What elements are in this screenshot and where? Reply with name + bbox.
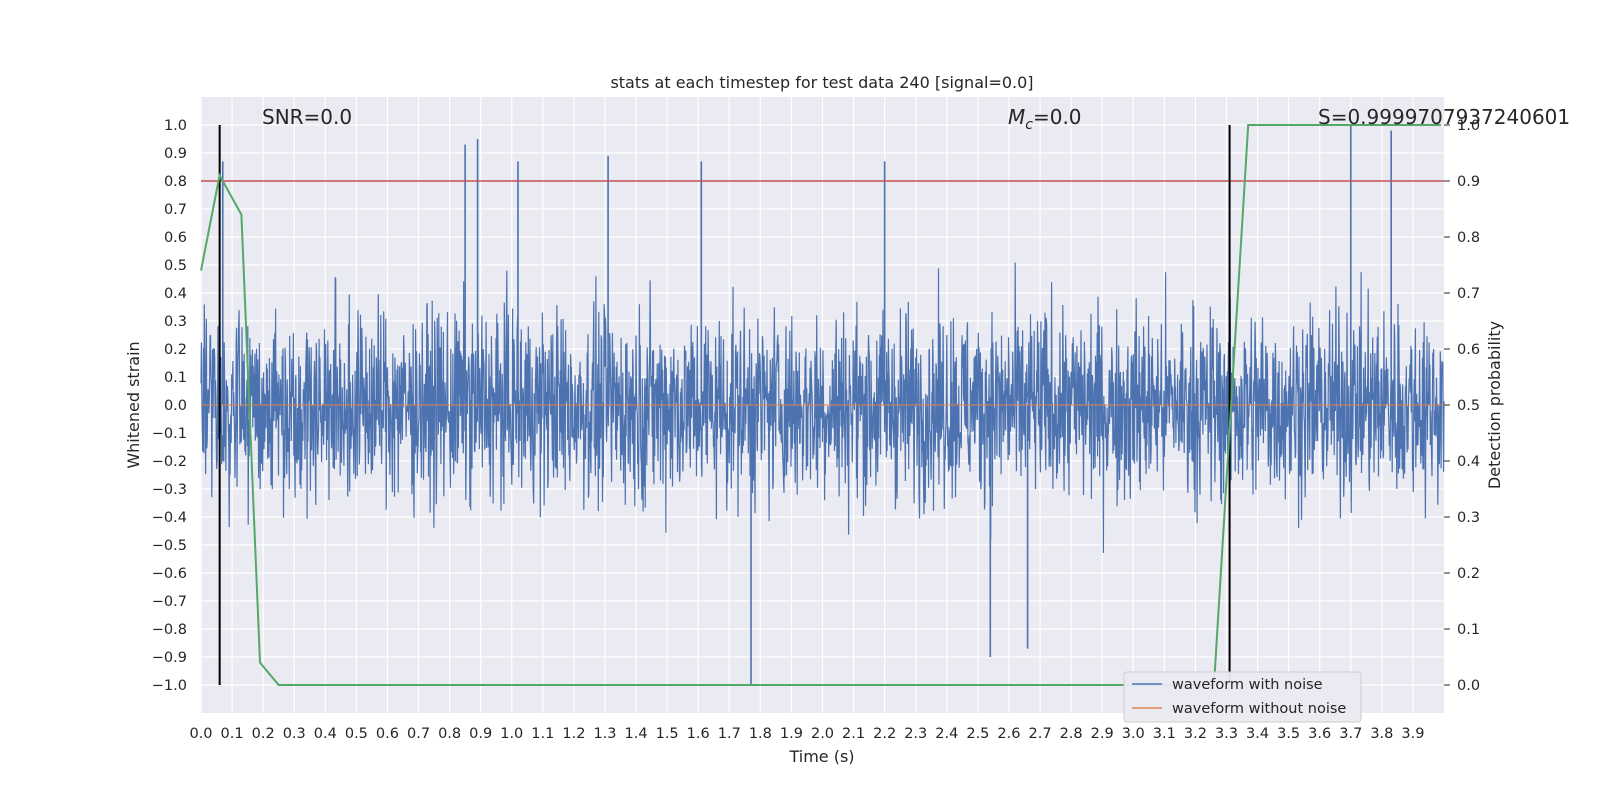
x-tick-label: 3.0 bbox=[1122, 726, 1145, 742]
y-tick-label: 0.1 bbox=[164, 370, 187, 386]
y2-tick-label: 0.6 bbox=[1457, 342, 1480, 358]
y-tick-label: 0.8 bbox=[164, 174, 187, 190]
y2-tick-label: 0.2 bbox=[1457, 566, 1480, 582]
x-tick-label: 0.0 bbox=[189, 726, 212, 742]
x-tick-label: 2.9 bbox=[1091, 726, 1114, 742]
overlay-lines bbox=[200, 124, 1444, 686]
x-tick-label: 1.8 bbox=[749, 726, 772, 742]
chart-title: stats at each timestep for test data 240… bbox=[610, 73, 1033, 92]
y2-tick-label: 0.9 bbox=[1457, 174, 1480, 190]
detection-probability-line bbox=[200, 124, 1441, 686]
x-tick-label: 1.3 bbox=[593, 726, 616, 742]
y2-axis-label: Detection probability bbox=[1485, 321, 1504, 489]
y-tick-label: 0.6 bbox=[164, 230, 187, 246]
x-tick-label: 2.6 bbox=[997, 726, 1020, 742]
x-tick-label: 1.2 bbox=[562, 726, 585, 742]
snr-annotation: SNR=0.0 bbox=[262, 105, 352, 129]
x-tick-label: 0.4 bbox=[314, 726, 337, 742]
x-tick-label: 0.1 bbox=[221, 726, 244, 742]
y-tick-label: −0.1 bbox=[152, 426, 187, 442]
x-tick-label: 3.2 bbox=[1184, 726, 1207, 742]
chirp-mass-symbol: M bbox=[1008, 105, 1025, 129]
y2-tick-label: 0.7 bbox=[1457, 286, 1480, 302]
tick-labels: 0.0 0.1 0.2 0.3 0.4 0.5 0.6 0.7 0.8 0.9 1.0 1.1 1.2 1… bbox=[152, 118, 1480, 742]
y-tick-label: −0.5 bbox=[152, 538, 187, 554]
x-tick-label: 1.7 bbox=[718, 726, 741, 742]
y-tick-label: 0.2 bbox=[164, 342, 187, 358]
legend-box bbox=[1123, 671, 1362, 723]
legend-label-clean: waveform without noise bbox=[1172, 701, 1346, 717]
x-tick-label: 2.3 bbox=[904, 726, 927, 742]
y-tick-label: −0.2 bbox=[152, 454, 187, 470]
x-tick-label: 3.1 bbox=[1153, 726, 1176, 742]
score-annotation: S=0.9999707937240601 bbox=[1318, 105, 1570, 129]
y-tick-label: 0.4 bbox=[164, 286, 187, 302]
x-tick-label: 1.9 bbox=[780, 726, 803, 742]
x-tick-label: 3.5 bbox=[1277, 726, 1300, 742]
y2-tick-label: 1.0 bbox=[1457, 118, 1480, 134]
x-tick-label: 1.6 bbox=[687, 726, 710, 742]
y-tick-label: −0.6 bbox=[152, 566, 187, 582]
x-tick-label: 0.5 bbox=[345, 726, 368, 742]
x-tick-label: 3.4 bbox=[1246, 726, 1269, 742]
x-tick-label: 3.9 bbox=[1401, 726, 1424, 742]
y2-tick-label: 0.4 bbox=[1457, 454, 1480, 470]
x-tick-label: 2.0 bbox=[811, 726, 834, 742]
chirp-mass-subscript: c bbox=[1025, 117, 1033, 133]
x-tick-label: 3.3 bbox=[1215, 726, 1238, 742]
y-tick-label: 0.7 bbox=[164, 202, 187, 218]
legend: waveform with noise waveform without noi… bbox=[1123, 671, 1362, 723]
y2-tick-label: 0.0 bbox=[1457, 678, 1480, 694]
y-tick-label: −0.8 bbox=[152, 622, 187, 638]
x-tick-label: 1.0 bbox=[500, 726, 523, 742]
y-tick-label: −0.3 bbox=[152, 482, 187, 498]
y2-tick-label: 0.1 bbox=[1457, 622, 1480, 638]
x-tick-label: 3.6 bbox=[1308, 726, 1331, 742]
x-tick-label: 2.5 bbox=[966, 726, 989, 742]
x-tick-label: 2.1 bbox=[842, 726, 865, 742]
y-tick-label: −0.7 bbox=[152, 594, 187, 610]
x-tick-label: 2.4 bbox=[935, 726, 958, 742]
y2-tick-label: 0.5 bbox=[1457, 398, 1480, 414]
x-tick-label: 3.8 bbox=[1370, 726, 1393, 742]
y-axis-label: Whitened strain bbox=[124, 341, 143, 468]
x-tick-label: 0.8 bbox=[438, 726, 461, 742]
y-tick-label: 0.0 bbox=[164, 398, 187, 414]
waveform-with-noise-series bbox=[200, 125, 1445, 685]
y-tick-label: 1.0 bbox=[164, 118, 187, 134]
legend-label-noise: waveform with noise bbox=[1172, 677, 1323, 693]
y2-tick-label: 0.8 bbox=[1457, 230, 1480, 246]
x-tick-label: 1.1 bbox=[531, 726, 554, 742]
y-tick-label: −1.0 bbox=[152, 678, 187, 694]
x-tick-label: 0.7 bbox=[407, 726, 430, 742]
waveform-with-noise-line bbox=[200, 262, 1445, 553]
x-tick-label: 3.7 bbox=[1339, 726, 1362, 742]
y-tick-label: 0.9 bbox=[164, 146, 187, 162]
chirp-mass-value: =0.0 bbox=[1033, 105, 1082, 129]
x-tick-label: 0.2 bbox=[252, 726, 275, 742]
y-tick-label: −0.4 bbox=[152, 510, 187, 526]
x-tick-label: 0.3 bbox=[283, 726, 306, 742]
x-tick-label: 2.2 bbox=[873, 726, 896, 742]
x-tick-label: 1.5 bbox=[656, 726, 679, 742]
x-axis-label: Time (s) bbox=[788, 747, 854, 766]
y-tick-label: −0.9 bbox=[152, 650, 187, 666]
y2-tick-label: 0.3 bbox=[1457, 510, 1480, 526]
x-tick-label: 1.4 bbox=[625, 726, 648, 742]
x-tick-label: 2.7 bbox=[1028, 726, 1051, 742]
y-tick-label: 0.5 bbox=[164, 258, 187, 274]
chirp-mass-annotation: Mc=0.0 bbox=[1008, 105, 1082, 133]
x-tick-label: 2.8 bbox=[1060, 726, 1083, 742]
x-tick-label: 0.9 bbox=[469, 726, 492, 742]
y-tick-label: 0.3 bbox=[164, 314, 187, 330]
x-tick-label: 0.6 bbox=[376, 726, 399, 742]
